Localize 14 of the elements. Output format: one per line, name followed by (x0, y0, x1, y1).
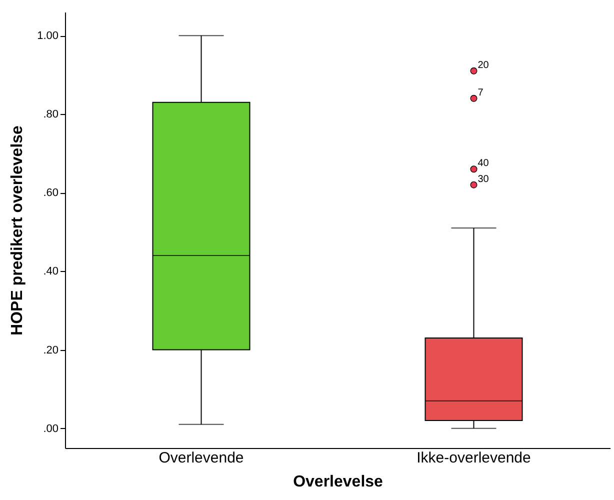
y-tick-label: 1.00 (37, 30, 58, 42)
x-axis-title: Overlevelse (293, 474, 384, 490)
annotation: 20 (478, 60, 490, 71)
y-tick-label: .00 (43, 422, 58, 435)
annotation: 7 (478, 87, 484, 98)
annotation: 40 (478, 158, 490, 170)
y-tick-label: .80 (43, 108, 58, 121)
y-tick-label: .60 (43, 187, 58, 200)
y-tick-label: .20 (43, 344, 58, 356)
x-tick-label: Overlevende (158, 450, 244, 466)
x-tick-label: Ikke-overlevende (416, 450, 531, 466)
annotation: 30 (478, 174, 490, 185)
y-tick-label: .40 (43, 266, 58, 278)
y-axis-title: HOPE predikert overlevelse (9, 125, 26, 336)
